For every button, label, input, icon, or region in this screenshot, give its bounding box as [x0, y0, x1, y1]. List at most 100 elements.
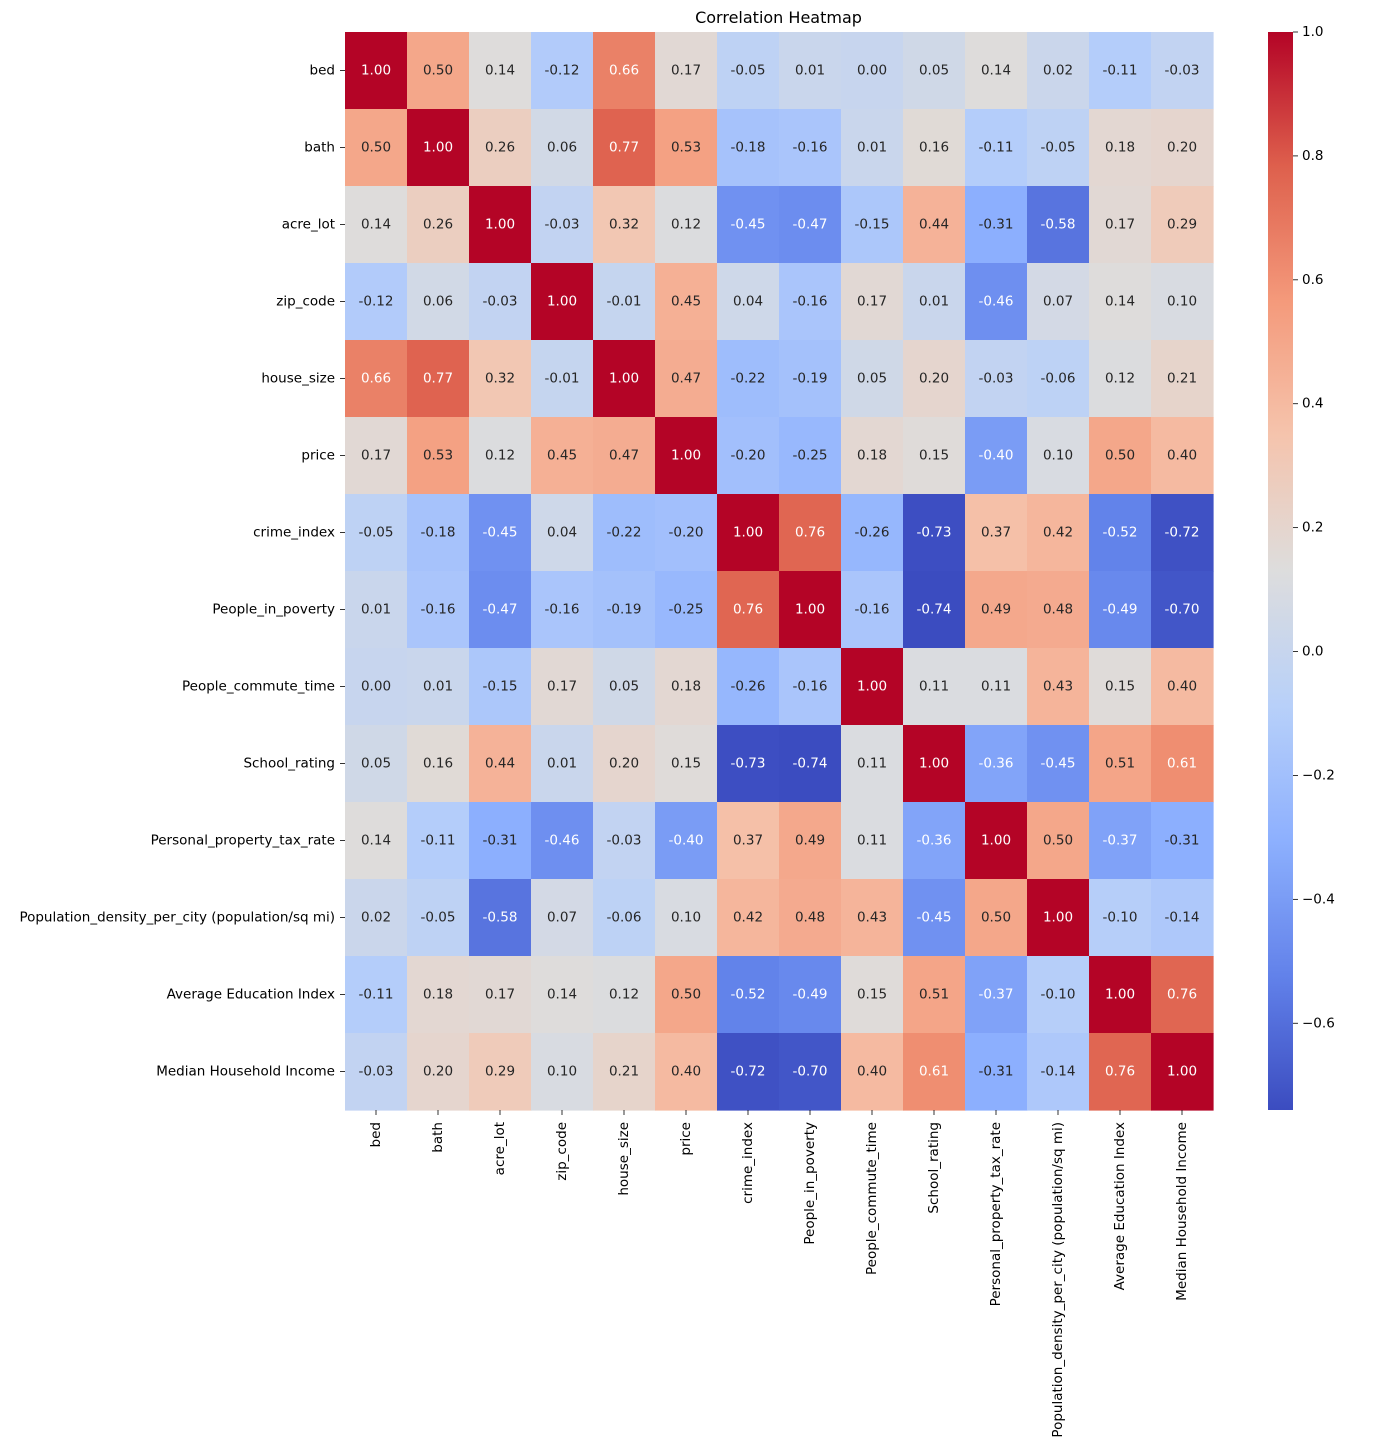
cell-value-3-7: -0.16: [793, 294, 828, 310]
heatmap-cell-11-5: [655, 879, 718, 957]
cell-value-9-3: 0.01: [547, 756, 577, 772]
cell-value-4-13: 0.21: [1167, 371, 1197, 387]
cell-value-2-11: -0.58: [1041, 217, 1076, 233]
x-tick-label-school-rating: School_rating: [926, 1122, 942, 1214]
heatmap-cell-4-13: [1151, 340, 1214, 418]
cell-value-2-2: 1.00: [485, 217, 515, 233]
heatmap-cell-9-6: [717, 725, 780, 803]
cell-value-6-7: 0.76: [795, 525, 825, 541]
cell-value-3-2: -0.03: [483, 294, 518, 310]
heatmap-cell-11-6: [717, 879, 780, 957]
cell-value-8-6: -0.26: [731, 679, 766, 695]
heatmap-cell-3-0: [345, 263, 408, 341]
heatmap-cell-13-8: [841, 1033, 904, 1111]
cell-value-0-12: -0.11: [1103, 63, 1138, 79]
cell-value-6-10: 0.37: [981, 525, 1011, 541]
heatmap-cell-8-2: [469, 648, 532, 726]
heatmap-cell-7-1: [407, 571, 470, 649]
cell-value-1-5: 0.53: [671, 140, 701, 156]
cell-value-11-0: 0.02: [361, 910, 391, 926]
cell-value-1-0: 0.50: [361, 140, 391, 156]
heatmap-cell-1-7: [779, 109, 842, 187]
heatmap-cell-12-11: [1027, 956, 1090, 1034]
cell-value-7-1: -0.16: [421, 602, 456, 618]
cell-value-1-12: 0.18: [1105, 140, 1135, 156]
cell-value-3-5: 0.45: [671, 294, 701, 310]
heatmap-cell-6-4: [593, 494, 656, 572]
heatmap-cell-6-3: [531, 494, 594, 572]
heatmap-cell-9-0: [345, 725, 408, 803]
cell-value-0-5: 0.17: [671, 63, 701, 79]
chart-title: Correlation Heatmap: [695, 8, 862, 27]
heatmap-cell-4-6: [717, 340, 780, 418]
heatmap-cell-13-2: [469, 1033, 532, 1111]
cell-value-11-3: 0.07: [547, 910, 577, 926]
heatmap-cell-12-3: [531, 956, 594, 1034]
heatmap-cell-9-4: [593, 725, 656, 803]
heatmap-cell-12-10: [965, 956, 1028, 1034]
heatmap-cell-2-3: [531, 186, 594, 264]
heatmap-cell-11-0: [345, 879, 408, 957]
heatmap-cell-13-5: [655, 1033, 718, 1111]
cell-value-9-9: 1.00: [919, 756, 949, 772]
heatmap-cell-3-8: [841, 263, 904, 341]
cell-value-13-11: -0.14: [1041, 1064, 1076, 1080]
y-tick-label-crime-index: crime_index: [253, 525, 335, 541]
cell-value-5-1: 0.53: [423, 448, 453, 464]
cell-value-1-7: -0.16: [793, 140, 828, 156]
heatmap-cell-6-12: [1089, 494, 1152, 572]
cell-value-12-5: 0.50: [671, 987, 701, 1003]
heatmap-cell-2-0: [345, 186, 408, 264]
cell-value-10-4: -0.03: [607, 833, 642, 849]
heatmap-cell-11-13: [1151, 879, 1214, 957]
cell-value-3-9: 0.01: [919, 294, 949, 310]
heatmap-cell-13-0: [345, 1033, 408, 1111]
heatmap-cell-3-3: [531, 263, 594, 341]
heatmap-cell-9-10: [965, 725, 1028, 803]
cell-value-8-5: 0.18: [671, 679, 701, 695]
heatmap-cell-8-13: [1151, 648, 1214, 726]
cell-value-9-6: -0.73: [731, 756, 766, 772]
cell-value-9-4: 0.20: [609, 756, 639, 772]
heatmap-cell-13-12: [1089, 1033, 1152, 1111]
heatmap-cell-6-5: [655, 494, 718, 572]
cell-value-10-11: 0.50: [1043, 833, 1073, 849]
heatmap-cell-7-12: [1089, 571, 1152, 649]
cell-value-6-8: -0.26: [855, 525, 890, 541]
cell-value-7-2: -0.47: [483, 602, 518, 618]
heatmap-cell-2-11: [1027, 186, 1090, 264]
y-tick-label-house-size: house_size: [261, 371, 335, 387]
y-tick-label-price: price: [301, 448, 335, 464]
heatmap-cell-13-4: [593, 1033, 656, 1111]
cell-value-1-8: 0.01: [857, 140, 887, 156]
cell-value-3-4: -0.01: [607, 294, 642, 310]
cell-value-11-12: -0.10: [1103, 910, 1138, 926]
y-tick-label-acre-lot: acre_lot: [282, 217, 335, 233]
heatmap-cell-10-0: [345, 802, 408, 880]
heatmap-cell-9-12: [1089, 725, 1152, 803]
heatmap-cell-4-9: [903, 340, 966, 418]
cell-value-7-8: -0.16: [855, 602, 890, 618]
cell-value-10-0: 0.14: [361, 833, 391, 849]
cell-value-4-2: 0.32: [485, 371, 515, 387]
heatmap-cell-0-12: [1089, 32, 1152, 110]
cell-value-6-1: -0.18: [421, 525, 456, 541]
cell-value-12-6: -0.52: [731, 987, 766, 1003]
cell-value-9-5: 0.15: [671, 756, 701, 772]
cell-value-13-9: 0.61: [919, 1064, 949, 1080]
cell-value-8-12: 0.15: [1105, 679, 1135, 695]
heatmap-cell-7-3: [531, 571, 594, 649]
x-tick-label-acre-lot: acre_lot: [492, 1122, 508, 1175]
cell-value-12-3: 0.14: [547, 987, 577, 1003]
heatmap-cell-8-7: [779, 648, 842, 726]
heatmap-cell-12-6: [717, 956, 780, 1034]
cell-value-1-6: -0.18: [731, 140, 766, 156]
heatmap-cell-5-0: [345, 417, 408, 495]
heatmap-cell-5-5: [655, 417, 718, 495]
heatmap-cell-1-0: [345, 109, 408, 187]
cell-value-8-8: 1.00: [857, 679, 887, 695]
heatmap-cell-9-9: [903, 725, 966, 803]
heatmap-cell-10-9: [903, 802, 966, 880]
